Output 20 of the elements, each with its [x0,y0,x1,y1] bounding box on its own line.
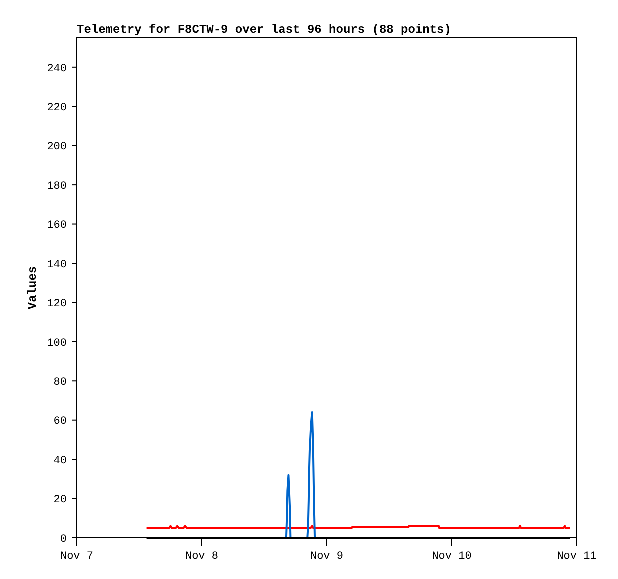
x-tick-label: Nov 8 [185,551,219,563]
x-tick-label: Nov 7 [60,551,94,563]
y-tick-label: 240 [47,63,67,76]
y-tick-label: 20 [54,494,67,507]
y-tick-label: 220 [47,102,67,114]
y-tick-label: 180 [47,180,67,193]
y-tick-label: 160 [47,220,67,232]
chart-title: Telemetry for F8CTW-9 over last 96 hours (88 points) [77,23,452,37]
x-tick-label: Nov 11 [557,551,598,563]
x-tick-label: Nov 10 [432,551,472,563]
y-tick-label: 200 [47,142,67,154]
y-tick-label: 140 [47,259,67,272]
y-tick-label: 60 [54,416,67,428]
y-tick-label: 120 [47,298,67,311]
y-axis-title: Values [26,266,40,310]
y-tick-label: 40 [54,455,67,468]
y-tick-label: 100 [47,338,67,350]
x-tick-label: Nov 9 [310,551,344,563]
y-tick-label: 80 [54,376,67,389]
y-tick-label: 0 [60,534,67,546]
